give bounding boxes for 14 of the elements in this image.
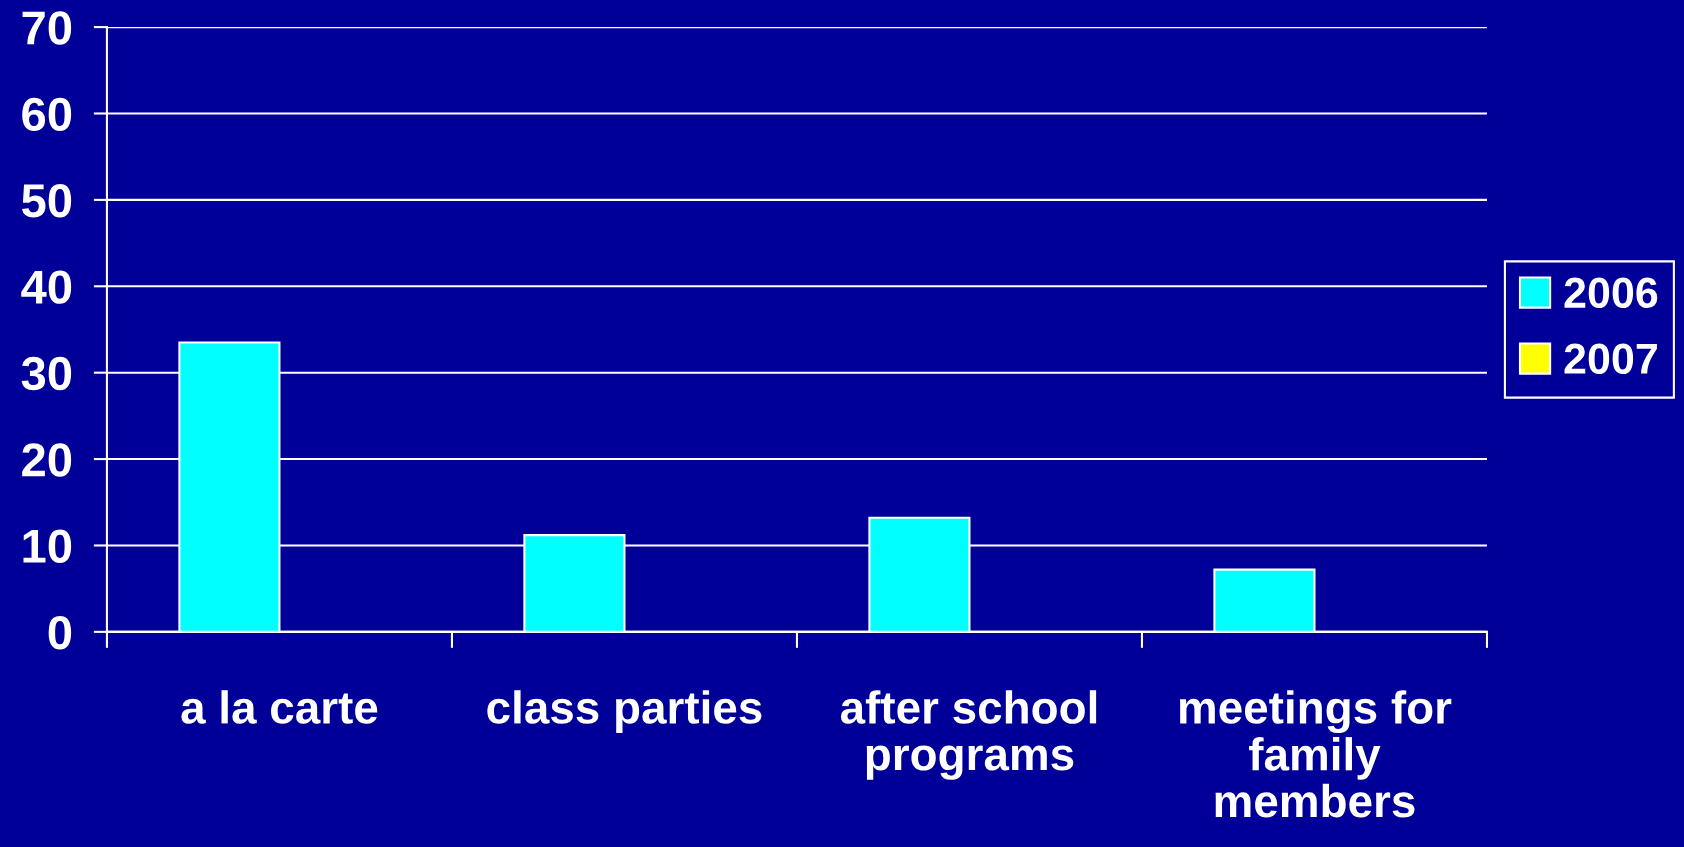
y-tick-label: 50 bbox=[21, 184, 72, 218]
legend-label: 2006 bbox=[1564, 277, 1658, 309]
y-tick-label: 40 bbox=[21, 270, 72, 304]
x-tick-label: a la carte bbox=[181, 690, 378, 724]
y-tick-label: 30 bbox=[21, 356, 72, 391]
x-tick-label: after school programs bbox=[840, 690, 1097, 780]
x-tick-label: class parties bbox=[487, 690, 762, 733]
legend-label: 2007 bbox=[1564, 343, 1657, 375]
y-tick-label: 60 bbox=[22, 97, 72, 132]
y-tick-label: 0 bbox=[48, 616, 72, 650]
y-tick-label: 10 bbox=[23, 529, 72, 564]
y-tick-label: 70 bbox=[22, 11, 72, 45]
y-tick-label: 20 bbox=[22, 443, 72, 477]
x-tick-label: meetings for family members bbox=[1179, 690, 1452, 818]
